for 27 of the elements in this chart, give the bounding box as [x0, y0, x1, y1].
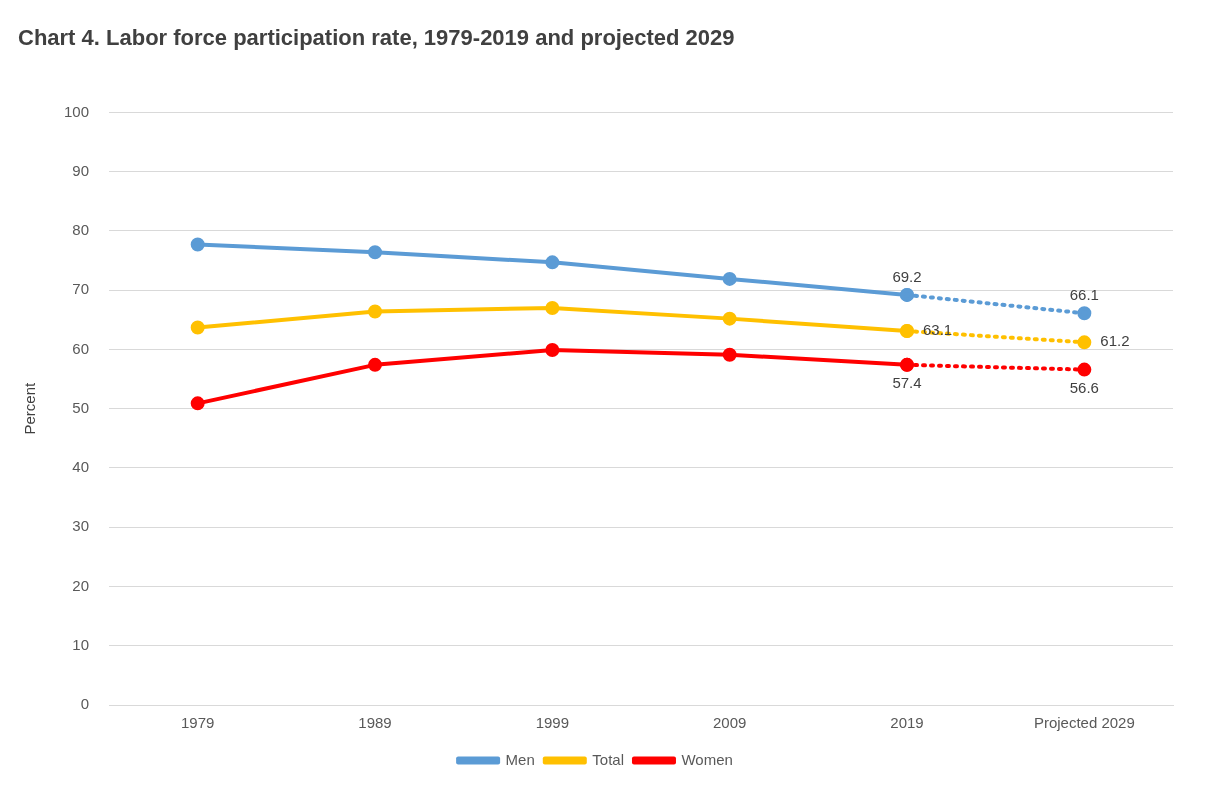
y-tick-label: 60: [72, 339, 90, 357]
y-tick-label: 40: [72, 458, 90, 476]
y-axis-title: Percent: [21, 382, 39, 435]
x-tick-label: 1989: [358, 714, 392, 732]
data-label: 57.4: [892, 374, 922, 392]
legend-label: Men: [505, 750, 535, 768]
x-tick-label: 2009: [712, 714, 747, 732]
chart-title: Chart 4. Labor force participation rate, 1979-2019 and projected 2029: [18, 25, 735, 51]
x-tick-label: 1979: [181, 714, 215, 732]
y-tick-label: 50: [72, 398, 90, 416]
data-label: 56.6: [1069, 379, 1099, 397]
legend-label: Women: [681, 750, 733, 768]
y-tick-label: 20: [72, 576, 90, 594]
y-tick-label: 70: [72, 280, 90, 298]
y-tick-label: 30: [72, 517, 90, 535]
x-tick-label: 1999: [535, 714, 570, 732]
legend-label: Total: [592, 750, 624, 768]
x-tick-label: 2019: [890, 714, 924, 732]
data-label: 66.1: [1069, 285, 1099, 303]
data-label: 61.2: [1100, 332, 1130, 350]
data-label: 69.2: [892, 267, 922, 285]
y-tick-label: 90: [72, 161, 90, 179]
x-tick-label: Projected 2029: [1033, 714, 1135, 732]
y-tick-label: 0: [80, 695, 90, 713]
y-tick-label: 100: [64, 102, 90, 120]
y-tick-label: 80: [72, 221, 90, 239]
y-tick-label: 10: [72, 635, 90, 653]
